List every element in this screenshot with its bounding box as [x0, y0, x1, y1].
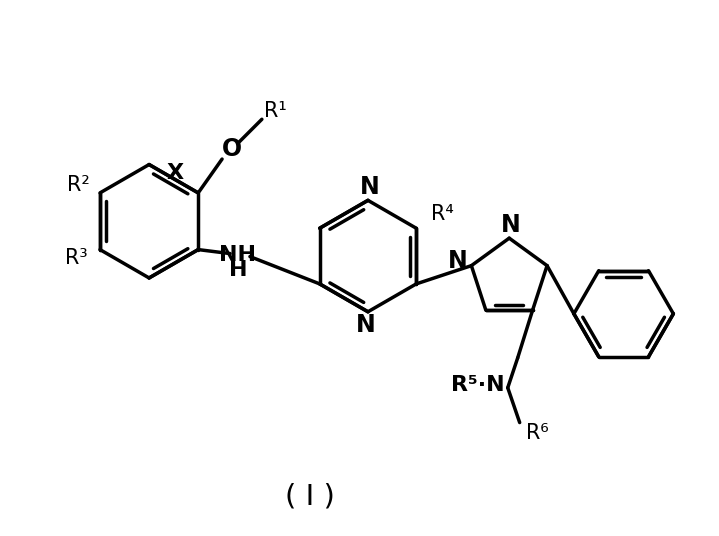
Text: ( I ): ( I ) — [285, 483, 335, 511]
Text: H: H — [229, 260, 247, 280]
Text: R⁴: R⁴ — [431, 204, 454, 224]
Text: N: N — [356, 312, 376, 337]
Text: N: N — [447, 249, 467, 273]
Text: R²: R² — [67, 175, 90, 195]
Text: R⁶: R⁶ — [526, 422, 549, 443]
Text: N: N — [501, 213, 521, 237]
Text: N: N — [360, 175, 380, 199]
Text: R⁵·N: R⁵·N — [451, 375, 505, 394]
Text: O: O — [222, 137, 242, 161]
Text: X: X — [167, 163, 184, 183]
Text: R³: R³ — [65, 248, 88, 267]
Text: R¹: R¹ — [265, 101, 287, 121]
Text: NH: NH — [219, 244, 257, 265]
